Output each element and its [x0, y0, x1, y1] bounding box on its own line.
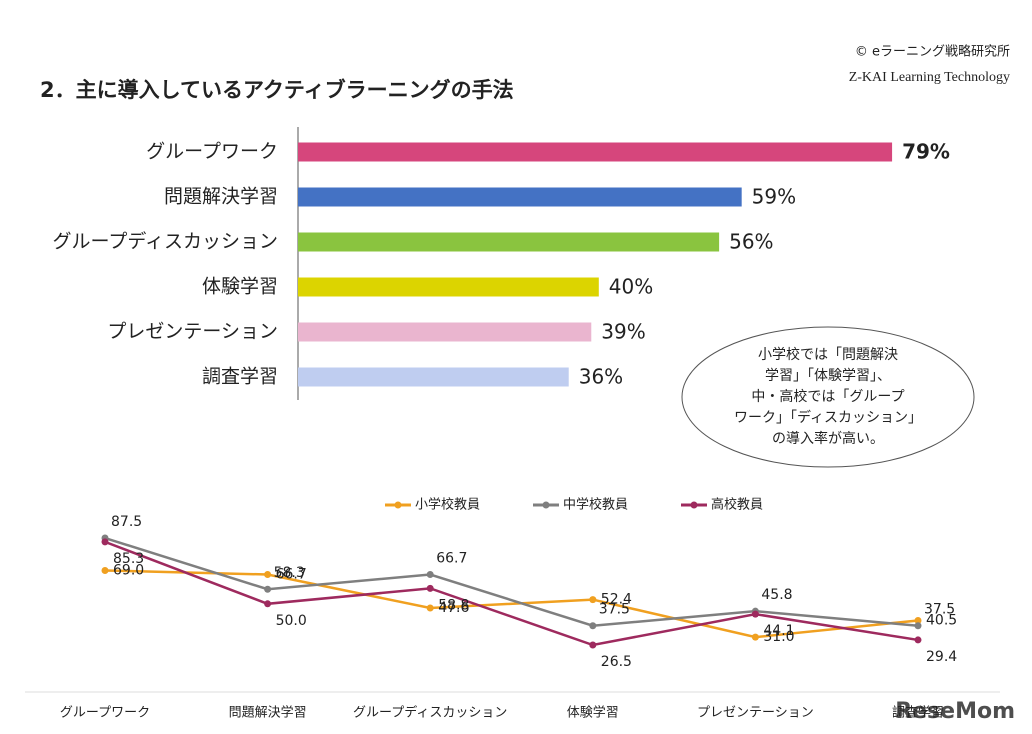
bar: [298, 142, 893, 162]
bar: [298, 277, 599, 297]
chart-title: 2．主に導入しているアクティブラーニングの手法: [40, 78, 514, 102]
value-label: 36%: [579, 365, 623, 389]
y-tick-label: 調査学習: [202, 366, 278, 388]
y-tick-label: 体験学習: [202, 276, 278, 298]
value-label: 29.4: [926, 649, 957, 665]
value-label: 45.8: [761, 587, 792, 603]
value-label: 66.7: [436, 551, 467, 567]
legend-marker: [690, 501, 698, 509]
value-label: 26.5: [601, 654, 632, 670]
point: [751, 610, 759, 618]
copyright: © eラーニング戦略研究所: [855, 44, 1010, 60]
value-label: 59%: [752, 185, 796, 209]
x-tick-label: グループディスカッション: [353, 705, 507, 721]
line: [104, 536, 919, 627]
value-label: 66.7: [276, 567, 307, 583]
value-label: 31.0: [763, 629, 794, 645]
x-tick-label: 問題解決学習: [229, 705, 307, 721]
x-tick-label: グループワーク: [60, 706, 150, 721]
point: [751, 633, 759, 641]
point: [914, 622, 922, 630]
value-label: 44.1: [763, 623, 794, 639]
watermark: ReseMom: [895, 699, 1015, 724]
point: [426, 571, 434, 579]
legend-label: 中学校教員: [563, 497, 628, 513]
value-label: 47.6: [438, 600, 469, 616]
point: [101, 566, 109, 574]
point: [426, 604, 434, 612]
value-label: 58.3: [274, 565, 305, 581]
value-label: 56%: [729, 230, 773, 254]
bar: [298, 367, 569, 387]
callout-text: 中・高校では「グループ: [751, 388, 904, 405]
x-tick-label: 体験学習: [567, 705, 619, 721]
point: [426, 584, 434, 592]
callout-text: 小学校では「問題解決: [758, 346, 898, 363]
y-tick-label: グループディスカッション: [52, 231, 278, 253]
value-label: 87.5: [111, 514, 142, 530]
y-tick-label: プレゼンテーション: [107, 321, 278, 343]
legend-label: 小学校教員: [415, 497, 480, 513]
value-label: 85.3: [113, 551, 144, 567]
point: [101, 538, 109, 546]
value-label: 39%: [601, 320, 645, 344]
value-label: 37.5: [599, 602, 630, 618]
x-tick-label: プレゼンテーション: [697, 706, 814, 721]
point: [264, 585, 272, 593]
bar: [298, 322, 592, 342]
line: [104, 569, 919, 639]
line: [104, 540, 919, 647]
point: [589, 641, 597, 649]
value-label: 79%: [902, 140, 950, 164]
value-label: 69.0: [113, 562, 144, 578]
callout: [681, 326, 975, 468]
value-label: 37.5: [924, 602, 955, 618]
point: [914, 636, 922, 644]
callout-text: の導入率が高い。: [772, 430, 884, 447]
y-tick-label: 問題解決学習: [164, 186, 278, 208]
legend-marker: [542, 501, 550, 509]
legend-marker: [394, 501, 402, 509]
value-label: 58.8: [438, 597, 469, 613]
value-label: 50.0: [276, 613, 307, 629]
point: [589, 622, 597, 630]
logo: Z-KAI Learning Technology: [849, 70, 1010, 85]
y-tick-label: グループワーク: [146, 141, 278, 163]
x-tick-label: 調査学習: [892, 705, 944, 721]
callout-text: ワーク」「ディスカッション」: [734, 409, 922, 426]
point: [264, 600, 272, 608]
legend-label: 高校教員: [711, 497, 763, 513]
bar: [298, 232, 720, 252]
value-label: 52.4: [601, 592, 632, 608]
point: [264, 571, 272, 579]
callout-text: 学習」「体験学習」、: [765, 368, 891, 384]
point: [914, 616, 922, 624]
value-label: 40.5: [926, 612, 957, 628]
bar: [298, 187, 742, 207]
point: [589, 596, 597, 604]
value-label: 40%: [609, 275, 653, 299]
